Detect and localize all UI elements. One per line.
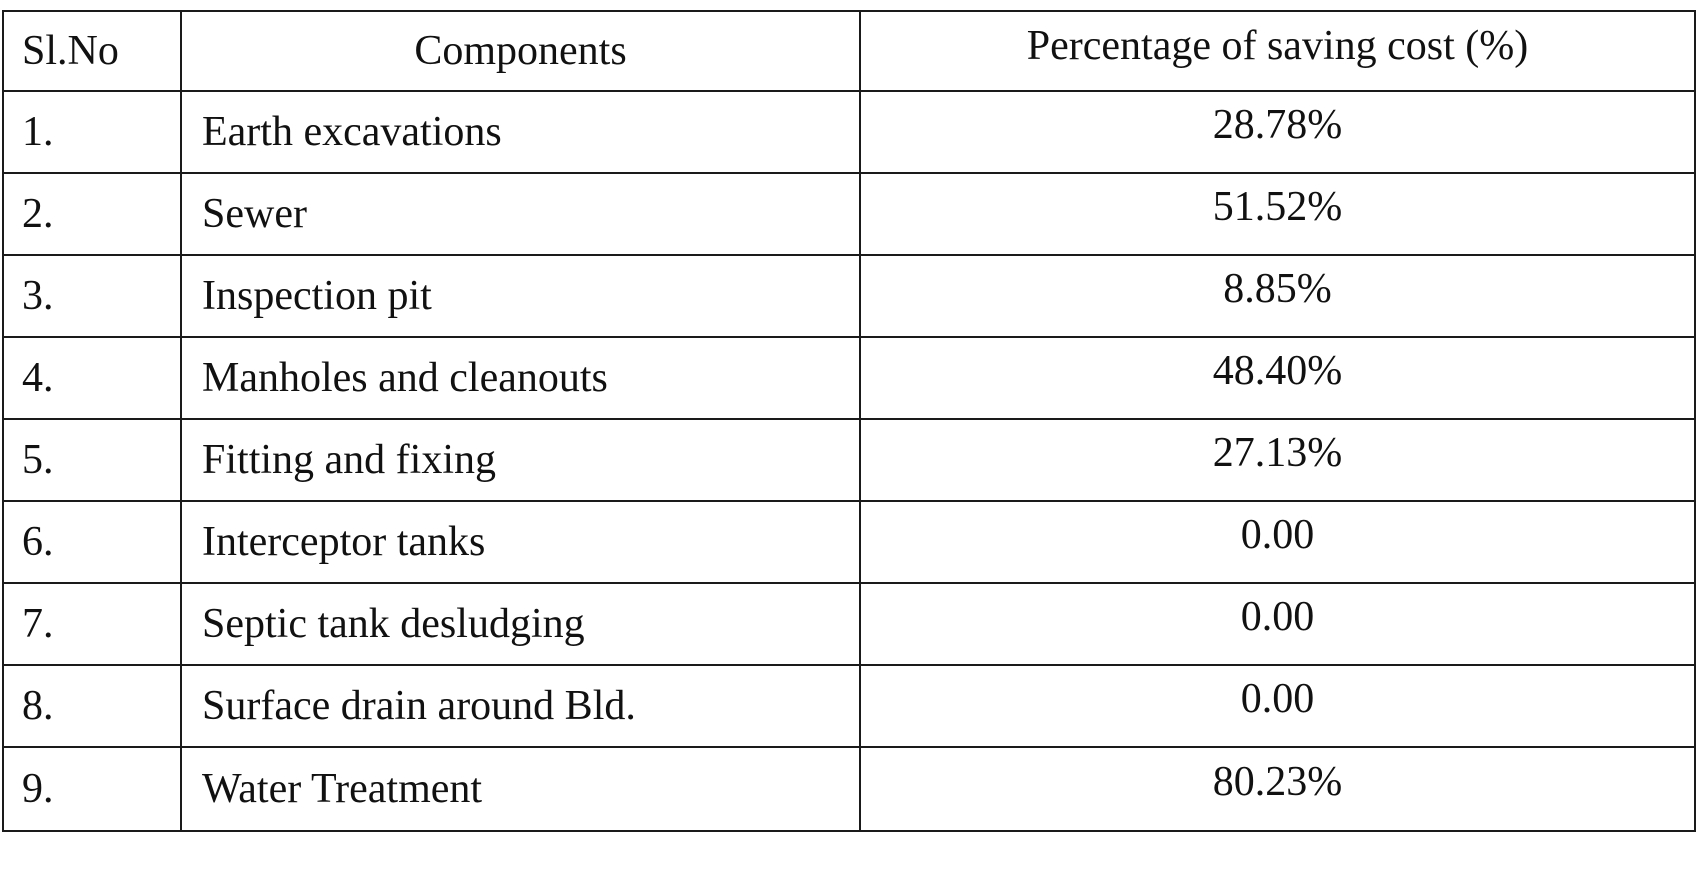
saving-cost-table: Sl.No Components Percentage of saving co… <box>2 10 1696 832</box>
table-row: 8. Surface drain around Bld. 0.00 <box>2 664 1696 748</box>
header-sl-no: Sl.No <box>2 10 182 92</box>
table-row: 3. Inspection pit 8.85% <box>2 254 1696 338</box>
row-saving-percentage: 8.85% <box>859 254 1696 338</box>
row-sl-no: 2. <box>2 172 182 256</box>
row-saving-percentage: 51.52% <box>859 172 1696 256</box>
row-saving-percentage: 27.13% <box>859 418 1696 502</box>
row-component: Septic tank desludging <box>180 582 861 666</box>
row-sl-no: 4. <box>2 336 182 420</box>
row-component: Water Treatment <box>180 746 861 832</box>
row-saving-percentage: 0.00 <box>859 664 1696 748</box>
table-row: 1. Earth excavations 28.78% <box>2 90 1696 174</box>
table-row: 2. Sewer 51.52% <box>2 172 1696 256</box>
row-sl-no: 6. <box>2 500 182 584</box>
row-component: Earth excavations <box>180 90 861 174</box>
header-saving-percentage: Percentage of saving cost (%) <box>859 10 1696 92</box>
row-sl-no: 3. <box>2 254 182 338</box>
row-component: Inspection pit <box>180 254 861 338</box>
row-saving-percentage: 80.23% <box>859 746 1696 832</box>
row-component: Interceptor tanks <box>180 500 861 584</box>
table-row: 7. Septic tank desludging 0.00 <box>2 582 1696 666</box>
row-saving-percentage: 28.78% <box>859 90 1696 174</box>
row-saving-percentage: 0.00 <box>859 500 1696 584</box>
row-sl-no: 7. <box>2 582 182 666</box>
table-row: 6. Interceptor tanks 0.00 <box>2 500 1696 584</box>
row-saving-percentage: 0.00 <box>859 582 1696 666</box>
row-sl-no: 5. <box>2 418 182 502</box>
header-components: Components <box>180 10 861 92</box>
row-component: Manholes and cleanouts <box>180 336 861 420</box>
row-sl-no: 9. <box>2 746 182 832</box>
row-sl-no: 8. <box>2 664 182 748</box>
table-row: 9. Water Treatment 80.23% <box>2 746 1696 832</box>
row-sl-no: 1. <box>2 90 182 174</box>
table-row: 5. Fitting and fixing 27.13% <box>2 418 1696 502</box>
table-header-row: Sl.No Components Percentage of saving co… <box>2 10 1696 92</box>
row-component: Sewer <box>180 172 861 256</box>
row-saving-percentage: 48.40% <box>859 336 1696 420</box>
row-component: Surface drain around Bld. <box>180 664 861 748</box>
row-component: Fitting and fixing <box>180 418 861 502</box>
table-row: 4. Manholes and cleanouts 48.40% <box>2 336 1696 420</box>
